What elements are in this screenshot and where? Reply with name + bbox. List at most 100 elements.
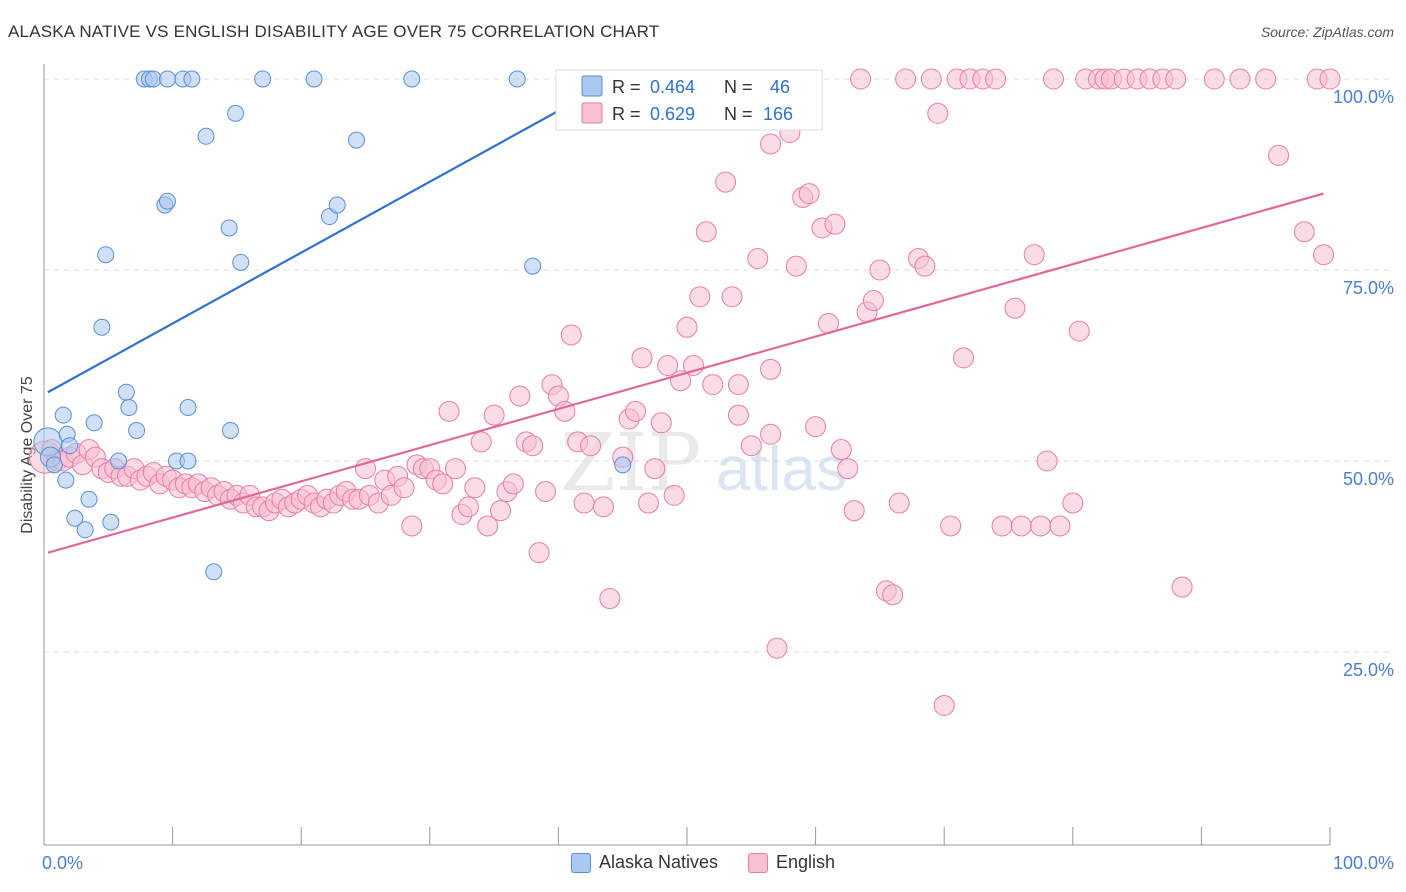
- english-point: [1010, 515, 1032, 537]
- english-point: [432, 473, 454, 495]
- alaska-native-point: [144, 70, 162, 88]
- english-point: [573, 492, 595, 514]
- alaska-native-point: [117, 383, 135, 401]
- chart-title: ALASKA NATIVE VS ENGLISH DISABILITY AGE …: [8, 22, 660, 41]
- alaska-native-point: [158, 70, 176, 88]
- english-trendline: [47, 192, 1324, 554]
- english-point: [625, 400, 647, 422]
- x-tick-label-100: 100.0%: [1333, 853, 1394, 873]
- english-point: [689, 286, 711, 308]
- alaska-native-point: [158, 192, 176, 210]
- english-point: [920, 68, 942, 90]
- alaska-native-point: [614, 456, 632, 474]
- legend-swatch-english: [748, 852, 768, 873]
- legend-label-alaska-natives: Alaska Natives: [598, 852, 718, 872]
- alaska-native-point: [57, 471, 75, 489]
- english-point: [843, 500, 865, 522]
- stats-legend-r-value-1: 0.464: [650, 77, 695, 97]
- alaska-native-point: [80, 490, 98, 508]
- english-point: [650, 412, 672, 434]
- alaska-native-point: [85, 414, 103, 432]
- english-point: [933, 694, 955, 716]
- english-point: [760, 358, 782, 380]
- trendlines: [47, 78, 1324, 554]
- english-point: [985, 68, 1007, 90]
- english-point: [560, 324, 582, 346]
- alaska-native-point: [66, 509, 84, 527]
- english-point: [740, 435, 762, 457]
- english-point: [1023, 244, 1045, 266]
- alaska-native-point: [179, 452, 197, 470]
- english-point: [1293, 221, 1315, 243]
- english-point: [952, 347, 974, 369]
- english-point: [502, 473, 524, 495]
- english-point: [747, 248, 769, 270]
- alaska-native-point: [508, 70, 526, 88]
- stats-legend-n-label-2: N =: [724, 104, 753, 124]
- y-tick-label-50: 50.0%: [1343, 469, 1394, 489]
- stats-legend: R = 0.464 N = 46 R = 0.629 N = 166: [555, 69, 823, 131]
- alaska-natives-trendline: [47, 78, 617, 394]
- alaska-native-point: [76, 521, 94, 539]
- english-point: [393, 477, 415, 499]
- english-point: [580, 435, 602, 457]
- legend-swatch-alaska-natives: [570, 852, 591, 873]
- english-point: [1068, 320, 1090, 342]
- english-point: [805, 416, 827, 438]
- english-point: [1229, 68, 1251, 90]
- alaska-native-point: [232, 253, 250, 271]
- english-point: [438, 400, 460, 422]
- english-point: [766, 637, 788, 659]
- alaska-native-point: [403, 70, 421, 88]
- english-point: [1030, 515, 1052, 537]
- alaska-native-point: [54, 406, 72, 424]
- english-point: [657, 355, 679, 376]
- english-point: [940, 515, 962, 537]
- english-point: [837, 458, 859, 480]
- legend-label-english: English: [776, 852, 836, 872]
- series-legend: Alaska Natives English: [0, 852, 1406, 873]
- english-point: [702, 374, 724, 396]
- english-point: [1043, 68, 1065, 90]
- alaska-native-point: [45, 456, 63, 474]
- english-point: [464, 477, 486, 499]
- source-label: Source: ZipAtlas.com: [1260, 24, 1394, 40]
- english-point: [401, 515, 423, 537]
- english-point: [644, 458, 666, 480]
- stats-legend-r-value-2: 0.629: [650, 104, 695, 124]
- english-point: [760, 133, 782, 155]
- english-point: [824, 213, 846, 235]
- english-point: [721, 286, 743, 308]
- y-tick-label-100: 100.0%: [1333, 87, 1394, 107]
- english-points: [28, 68, 1341, 716]
- stats-legend-n-value-1: 46: [770, 77, 790, 97]
- english-point: [914, 255, 936, 277]
- english-point: [862, 290, 884, 312]
- english-point: [895, 68, 917, 90]
- stats-legend-n-label-1: N =: [724, 77, 753, 97]
- stats-legend-r-label-2: R =: [612, 104, 641, 124]
- alaska-native-point: [179, 399, 197, 417]
- alaska-native-point: [221, 421, 239, 439]
- english-point: [663, 484, 685, 506]
- legend-item-english: English: [748, 852, 835, 873]
- alaska-native-point: [93, 318, 111, 336]
- alaska-native-point: [61, 437, 79, 455]
- alaska-natives-points: [33, 70, 632, 581]
- alaska-native-point: [205, 563, 223, 581]
- stats-legend-r-label-1: R =: [612, 77, 641, 97]
- english-point: [470, 431, 492, 453]
- english-point: [727, 404, 749, 426]
- english-point: [477, 515, 499, 537]
- english-point: [882, 584, 904, 606]
- english-point: [1036, 450, 1058, 472]
- english-point: [1255, 68, 1277, 90]
- alaska-native-point: [97, 246, 115, 264]
- english-point: [676, 316, 698, 338]
- y-tick-label-75: 75.0%: [1343, 278, 1394, 298]
- english-point: [457, 496, 479, 518]
- alaska-native-point: [220, 219, 238, 237]
- stats-legend-swatch-english: [581, 102, 603, 124]
